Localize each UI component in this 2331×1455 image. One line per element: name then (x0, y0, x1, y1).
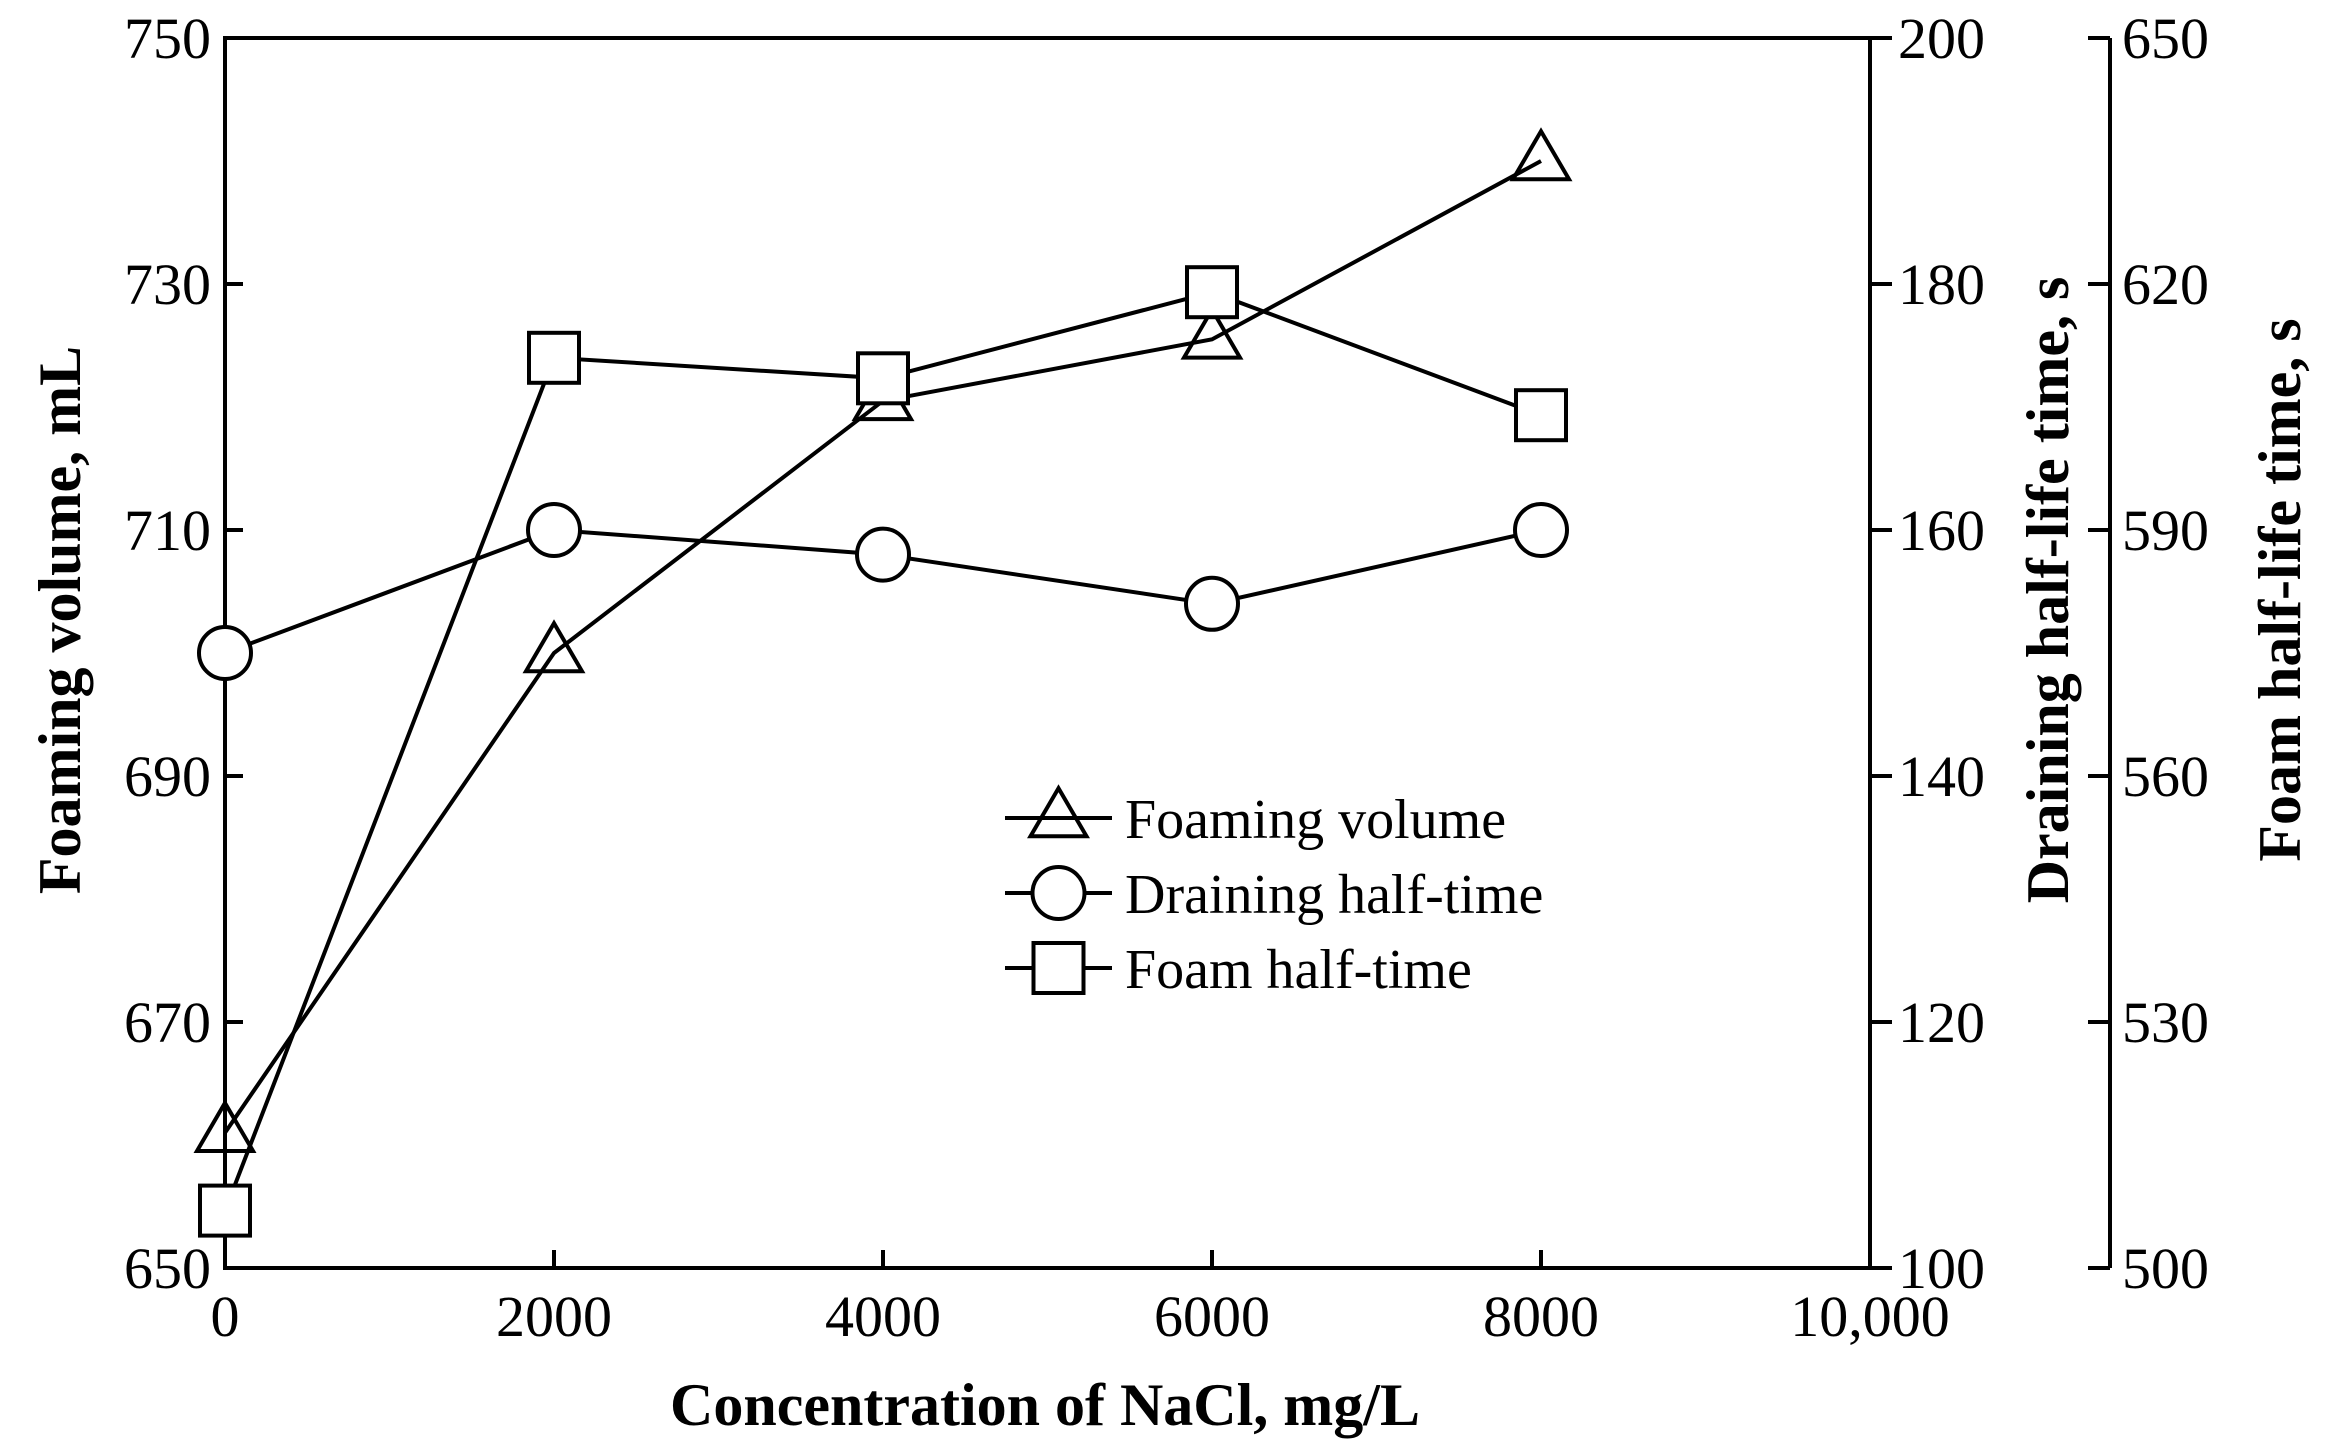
legend: Foaming volume Draining half-time Foam hal… (1005, 784, 1543, 1001)
data-point-foam-half-time (1514, 388, 1568, 443)
x-axis-title: Concentration of NaCl, mg/L (670, 1372, 1420, 1438)
data-point-draining-half-time (855, 526, 911, 583)
y3-tick-label: 560 (2122, 744, 2209, 809)
y1-tick-label: 730 (124, 252, 211, 317)
x-tick-label: 4000 (825, 1284, 941, 1349)
x-tick-label: 6000 (1154, 1284, 1270, 1349)
y1-axis-title: Foaming volume, mL (27, 346, 93, 894)
y-axis-foam-half-life: 500 530 560 590 620 650 (2088, 6, 2209, 1301)
y2-tick-label: 140 (1898, 744, 1985, 809)
data-point-foam-half-time (198, 1183, 252, 1238)
legend-marker-triangle (1027, 784, 1090, 839)
y2-tick-label: 200 (1898, 6, 1985, 71)
legend-label: Draining half-time (1125, 864, 1543, 926)
series-draining-half-time (197, 502, 1569, 681)
legend-label: Foam half-time (1125, 939, 1472, 1001)
data-point-foaming-volume (1509, 127, 1573, 182)
y1-tick-label: 750 (124, 6, 211, 71)
y1-tick-label: 690 (124, 744, 211, 809)
data-point-draining-half-time (526, 502, 582, 558)
y3-tick-label: 590 (2122, 498, 2209, 563)
y3-tick-label: 530 (2122, 990, 2209, 1055)
y2-axis-title: Draining half-life time, s (2015, 277, 2081, 904)
y1-tick-label: 650 (124, 1236, 211, 1301)
y-axis-draining-half-life: 100 120 140 160 180 200 (1870, 6, 1985, 1301)
data-point-foam-half-time (856, 351, 910, 406)
legend-marker-circle (1030, 865, 1087, 921)
x-tick-label: 10,000 (1790, 1284, 1950, 1349)
y3-tick-label: 620 (2122, 252, 2209, 317)
data-point-draining-half-time (1184, 575, 1240, 632)
y3-tick-label: 650 (2122, 6, 2209, 71)
data-point-foam-half-time (1185, 265, 1239, 320)
data-point-foaming-volume (522, 619, 586, 674)
plot-area-border (223, 36, 1872, 1270)
x-axis: 0 2000 4000 6000 8000 10,000 (211, 1250, 1950, 1349)
y2-tick-label: 160 (1898, 498, 1985, 563)
y2-tick-label: 120 (1898, 990, 1985, 1055)
series-foam-half-time (198, 265, 1568, 1238)
x-tick-label: 8000 (1483, 1284, 1599, 1349)
data-point-draining-half-time (1513, 502, 1569, 558)
legend-label: Foaming volume (1125, 789, 1506, 851)
x-tick-label: 0 (211, 1284, 240, 1349)
y1-tick-label: 670 (124, 990, 211, 1055)
y2-tick-label: 180 (1898, 252, 1985, 317)
series-line-foam-half-time (223, 290, 1542, 1212)
data-point-foam-half-time (527, 330, 581, 385)
y1-tick-label: 710 (124, 498, 211, 563)
y2-tick-label: 100 (1898, 1236, 1985, 1301)
data-point-draining-half-time (197, 625, 253, 681)
y-axis-foaming-volume: 650 670 690 710 730 750 (124, 6, 243, 1301)
y3-tick-label: 500 (2122, 1236, 2209, 1301)
data-point-foaming-volume (193, 1098, 257, 1153)
series-layer (193, 127, 1573, 1238)
x-tick-label: 2000 (496, 1284, 612, 1349)
data-point-foaming-volume (1180, 305, 1244, 360)
legend-marker-square (1031, 941, 1086, 995)
plot-frame (223, 36, 1872, 1270)
legend-item-foam-half-time: Foam half-time (1005, 939, 1472, 1001)
legend-item-foaming-volume: Foaming volume (1005, 784, 1506, 851)
y3-axis-title: Foam half-life time, s (2247, 318, 2313, 861)
legend-item-draining-half-time: Draining half-time (1005, 864, 1543, 926)
